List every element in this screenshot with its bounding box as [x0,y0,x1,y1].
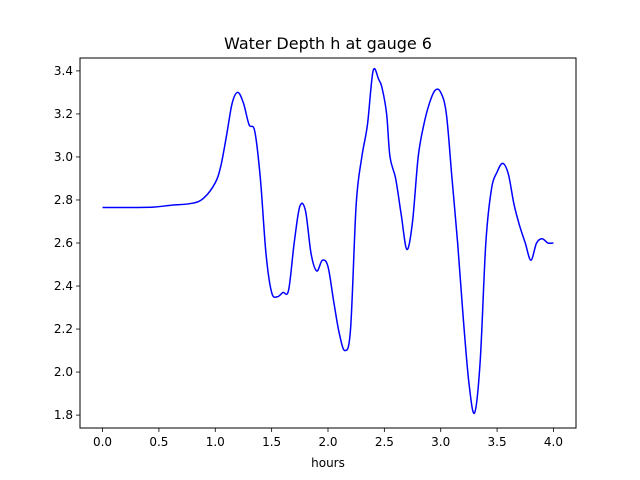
y-tick-label: 2.4 [54,279,73,293]
y-tick-label: 3.4 [54,64,73,78]
y-tick-label: 2.8 [54,193,73,207]
x-tick-label: 2.0 [318,435,337,449]
y-tick-label: 3.2 [54,107,73,121]
plot-area-frame [79,57,577,429]
y-tick-label: 1.8 [54,408,73,422]
x-tick-label: 4.0 [544,435,563,449]
y-tick-label: 2.6 [54,236,73,250]
y-tick-label: 2.0 [54,365,73,379]
x-axis-label: hours [311,456,345,470]
x-tick-label: 3.5 [488,435,507,449]
y-tick-label: 2.2 [54,322,73,336]
x-tick-label: 1.5 [262,435,281,449]
x-tick-label: 0.5 [149,435,168,449]
chart-title: Water Depth h at gauge 6 [224,34,432,53]
x-tick-label: 1.0 [206,435,225,449]
y-tick-label: 3.0 [54,150,73,164]
x-tick-label: 0.0 [93,435,112,449]
series-line-0 [102,67,554,415]
x-tick-label: 3.0 [431,435,450,449]
x-tick-label: 2.5 [375,435,394,449]
